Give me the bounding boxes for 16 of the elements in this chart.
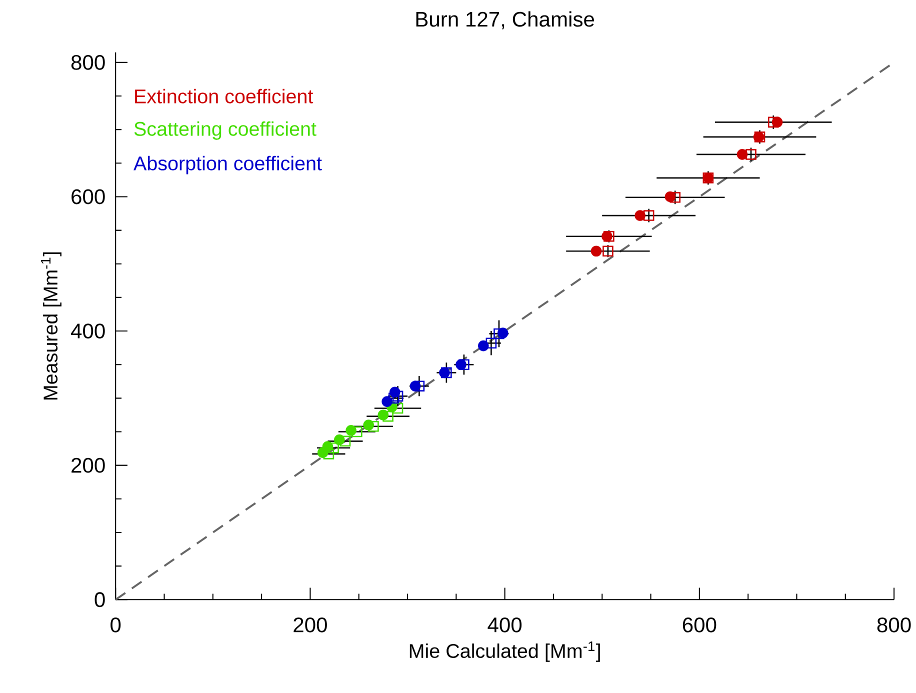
x-tick-label: 400 (488, 617, 522, 632)
x-axis-title: Mie Calculated [Mm$^{-1}$] (410, 641, 600, 662)
x-tick-label: 800 (877, 617, 911, 632)
text: Scattering coefficient (134, 121, 316, 140)
x-tick-label: 200 (294, 617, 327, 632)
y-tick-label: 400 (70, 323, 105, 338)
x-tick-label: 0 (110, 617, 121, 632)
y-tick-label: 200 (72, 458, 105, 473)
x-tick-label: 600 (682, 617, 716, 632)
text: Absorption coefficient (134, 156, 322, 174)
chart-title: Burn 127, Chamise (416, 11, 594, 30)
y-tick-label: 800 (71, 54, 105, 70)
y-axis-title: Measured [Mm$^{-1}$] (40, 252, 62, 400)
y-tick-label: 0 (94, 592, 105, 607)
y-tick-label: 600 (72, 189, 105, 204)
text: Extinction coefficient (135, 88, 314, 104)
